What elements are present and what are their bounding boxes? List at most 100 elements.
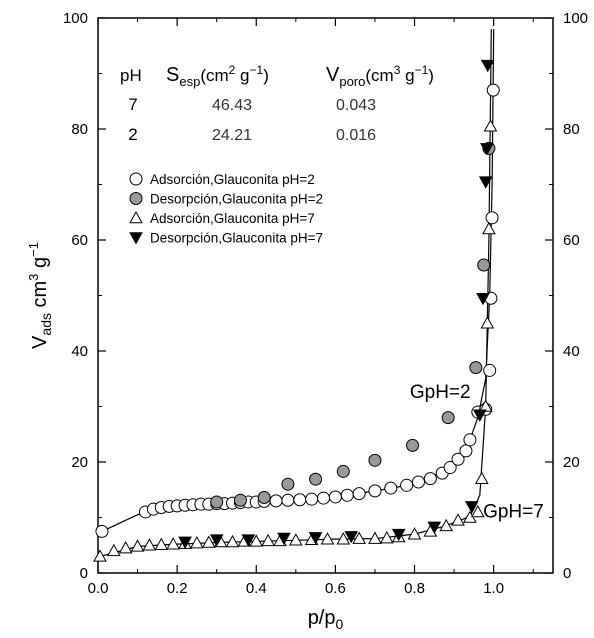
data-point xyxy=(93,549,107,562)
data-point xyxy=(249,534,264,547)
table-header-s: Sesp(cm2 g−1) xyxy=(166,63,269,89)
y-axis-label: Vads cm3 g−1 xyxy=(26,242,54,349)
legend-label: Adsorción,Glauconita pH=7 xyxy=(150,211,315,226)
right-y-tick-label: 100 xyxy=(563,10,588,27)
data-point xyxy=(474,471,489,484)
data-point xyxy=(391,528,406,542)
data-point xyxy=(480,316,495,329)
right-y-tick-label: 20 xyxy=(563,454,580,471)
data-point xyxy=(472,409,487,422)
data-point xyxy=(210,495,224,509)
data-point xyxy=(269,494,283,508)
data-point xyxy=(439,518,454,532)
data-point xyxy=(209,534,224,547)
table-cell-v: 0.016 xyxy=(336,127,376,144)
data-point xyxy=(406,438,420,452)
data-point xyxy=(486,83,500,97)
data-point xyxy=(95,524,109,538)
data-point xyxy=(352,531,366,544)
right-y-tick-label: 40 xyxy=(563,343,580,360)
data-point xyxy=(384,481,398,495)
data-point xyxy=(190,536,204,549)
table-cell-ph: 2 xyxy=(128,125,137,144)
data-point xyxy=(317,491,331,505)
data-point xyxy=(423,472,437,486)
table-header-v: Vporo(cm3 g−1) xyxy=(326,63,434,89)
data-point xyxy=(451,452,465,466)
data-point xyxy=(465,501,479,514)
data-point xyxy=(400,478,414,492)
data-point xyxy=(225,534,240,548)
data-point xyxy=(336,532,351,545)
x-tick-label: 1.0 xyxy=(483,580,504,597)
legend-marker xyxy=(129,210,143,224)
data-point xyxy=(142,538,157,551)
data-point xyxy=(478,176,493,189)
data-point xyxy=(305,492,319,506)
data-point xyxy=(441,411,455,425)
data-point xyxy=(443,461,457,475)
data-point xyxy=(469,361,483,375)
data-point xyxy=(309,472,323,486)
y-tick-label: 0 xyxy=(80,565,88,582)
table-header-ph: pH xyxy=(120,66,142,85)
legend-marker xyxy=(129,172,143,186)
x-tick-label: 0.0 xyxy=(88,580,109,597)
y-tick-label: 60 xyxy=(71,232,88,249)
data-point xyxy=(130,539,145,552)
y-tick-label: 100 xyxy=(63,10,88,27)
data-point xyxy=(368,484,382,498)
data-point xyxy=(411,475,425,489)
y-tick-label: 40 xyxy=(71,343,88,360)
curve-annotation: GpH=7 xyxy=(483,502,544,523)
data-point xyxy=(459,444,473,458)
data-point xyxy=(308,532,323,545)
series-circle-filled xyxy=(210,141,496,509)
right-y-tick-label: 80 xyxy=(563,121,580,138)
data-point xyxy=(407,527,422,540)
data-point xyxy=(288,533,303,546)
data-point xyxy=(118,540,133,554)
data-point xyxy=(470,504,485,518)
data-point xyxy=(201,535,216,548)
data-point xyxy=(277,532,291,546)
annotations: GpH=2 GpH=7 xyxy=(410,382,544,522)
right-y-tick-label: 60 xyxy=(563,232,580,249)
data-point xyxy=(427,521,442,534)
data-point xyxy=(352,487,366,501)
series-triangle-filled xyxy=(178,59,495,549)
data-point xyxy=(478,399,493,412)
data-point xyxy=(241,534,256,547)
data-point xyxy=(483,119,498,132)
data-point xyxy=(328,490,342,504)
curve-annotation: GpH=2 xyxy=(410,382,471,403)
data-point xyxy=(451,513,465,526)
data-markers xyxy=(93,59,500,562)
legend-marker xyxy=(129,192,143,205)
table-cell-s: 46.43 xyxy=(212,97,252,114)
data-point xyxy=(154,537,169,550)
x-tick-label: 0.6 xyxy=(325,580,346,597)
axes: 0.0 0.2 0.4 0.6 0.8 1.0 0 0 20 20 40 40 60 60 80 80 100 1… xyxy=(26,10,588,632)
series-circle-open xyxy=(95,83,500,538)
data-point xyxy=(368,531,382,544)
data-point xyxy=(463,433,477,447)
data-point xyxy=(480,143,494,156)
data-point xyxy=(293,493,307,507)
data-point xyxy=(166,537,181,550)
data-point xyxy=(261,533,275,547)
y-tick-label: 20 xyxy=(71,454,88,471)
data-point xyxy=(178,536,192,549)
data-point xyxy=(368,453,382,467)
data-point xyxy=(379,531,394,544)
data-point xyxy=(477,258,491,272)
right-y-tick-label: 0 xyxy=(563,565,571,582)
fit-curve-1 xyxy=(101,29,495,532)
data-point xyxy=(320,532,335,545)
legend-label: Adsorción,Glauconita pH=2 xyxy=(150,172,315,187)
data-point xyxy=(106,543,121,557)
data-point xyxy=(340,488,354,502)
data-point xyxy=(482,221,496,235)
legend-label: Desorpción,Glauconita pH=7 xyxy=(150,231,323,246)
